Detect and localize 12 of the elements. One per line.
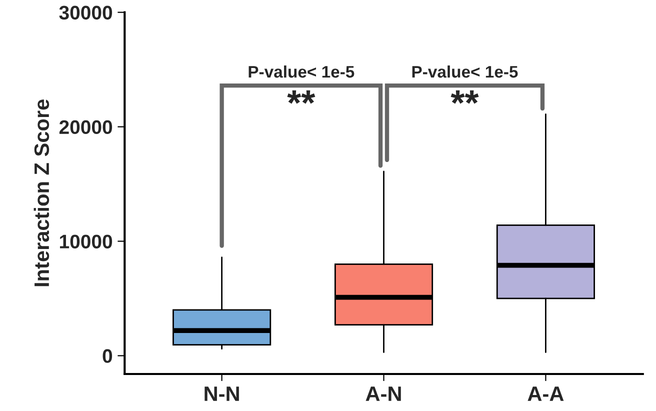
x-tick-label: A-A: [528, 386, 564, 401]
y-tick-label: 0: [102, 349, 112, 363]
annotation: P-value< 1e-5: [412, 65, 518, 78]
y-tick-label: 20000: [59, 120, 112, 134]
y-tick-label: 30000: [59, 6, 112, 20]
annotation: P-value< 1e-5: [248, 65, 354, 78]
x-tick-label: A-N: [366, 386, 401, 401]
y-tick-label: 10000: [60, 234, 112, 248]
annotation: **: [287, 90, 316, 104]
annotation: **: [450, 90, 479, 104]
y-axis-title: Interaction Z Score: [34, 100, 50, 286]
x-tick-label: N-N: [204, 386, 239, 401]
